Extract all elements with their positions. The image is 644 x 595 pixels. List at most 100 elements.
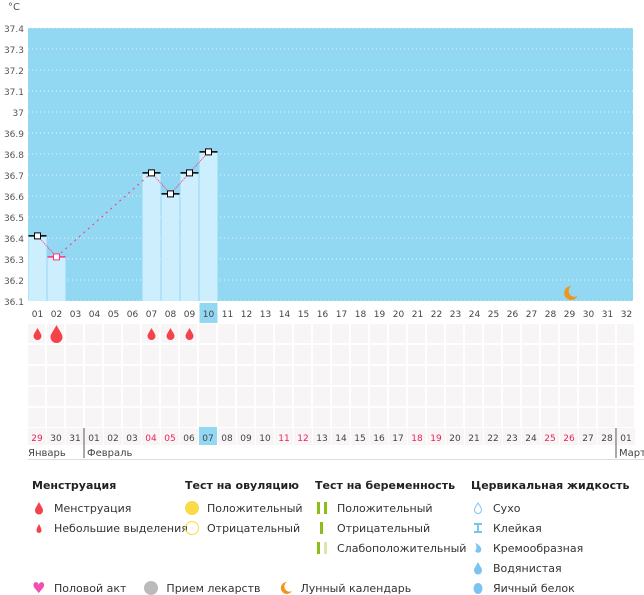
symptom-cell	[560, 387, 577, 406]
cycle-day-label: 06	[127, 310, 139, 320]
symptom-cell	[370, 387, 387, 406]
legend-item: Менструация	[54, 501, 132, 515]
symptom-cell	[85, 366, 102, 385]
legend-title: Тест на овуляцию	[185, 479, 299, 492]
date-label: 08	[221, 434, 233, 444]
date-cell	[408, 428, 426, 445]
symptom-cell	[161, 345, 178, 364]
symptom-cell	[104, 408, 121, 427]
date-cell	[294, 428, 312, 445]
pill-icon	[144, 581, 159, 595]
symptom-cell	[351, 324, 368, 343]
symptom-cell	[123, 324, 140, 343]
symptom-cell	[484, 408, 501, 427]
cycle-day-label: 08	[165, 310, 177, 320]
symptom-cell	[579, 345, 596, 364]
symptom-cell	[465, 345, 482, 364]
symptom-cell	[199, 324, 216, 343]
symptom-cell	[446, 408, 463, 427]
symptom-cell	[66, 345, 83, 364]
y-tick-label: 37.3	[4, 46, 24, 56]
date-label: 20	[449, 434, 461, 444]
y-tick-label: 37.2	[4, 67, 24, 77]
symptom-cell	[218, 345, 235, 364]
symptom-cell	[180, 408, 197, 427]
legend-item: Слабоположительный	[337, 541, 467, 555]
symptom-cell	[218, 408, 235, 427]
symptom-cell	[237, 366, 254, 385]
symptom-cell	[427, 345, 444, 364]
date-cell	[617, 428, 635, 445]
symptom-cell	[465, 387, 482, 406]
moon-icon	[564, 285, 578, 300]
date-label: 03	[126, 434, 137, 444]
symptom-cell	[28, 408, 45, 427]
date-label: 23	[506, 434, 517, 444]
symptom-cell	[522, 366, 539, 385]
symptom-cell	[370, 366, 387, 385]
symptom-cell	[237, 387, 254, 406]
symptom-cell	[85, 408, 102, 427]
symptom-cell	[598, 408, 615, 427]
date-cell	[579, 428, 597, 445]
symptom-cell	[332, 345, 349, 364]
date-cell	[161, 428, 179, 445]
legend-title: Тест на беременность	[315, 479, 456, 492]
date-cell	[351, 428, 369, 445]
symptom-cell	[522, 345, 539, 364]
symptom-cell	[275, 366, 292, 385]
symptom-cell	[313, 366, 330, 385]
symptom-cell	[446, 345, 463, 364]
moon-icon	[280, 581, 292, 594]
menstruation-drop-icon	[147, 328, 156, 340]
y-tick-label: 36.6	[4, 193, 24, 203]
watery-drop-icon	[474, 562, 482, 575]
symptom-cell	[560, 324, 577, 343]
symptom-cell	[218, 324, 235, 343]
y-tick-label: 36.4	[4, 235, 24, 245]
drop-icon	[35, 502, 43, 515]
symptom-cell	[427, 408, 444, 427]
empty-circle-icon	[185, 521, 199, 535]
date-cell	[560, 428, 578, 445]
symptom-cell	[47, 345, 64, 364]
date-cell	[47, 428, 65, 445]
month-label: Февраль	[87, 448, 133, 459]
symptom-cell	[66, 387, 83, 406]
date-cell	[142, 428, 160, 445]
symptom-cell	[47, 408, 64, 427]
date-cell	[275, 428, 293, 445]
y-unit-label: °C	[8, 2, 20, 13]
symptom-cell	[332, 387, 349, 406]
date-cell	[218, 428, 236, 445]
symptom-cell	[313, 324, 330, 343]
date-label: 13	[316, 434, 327, 444]
symptom-cell	[598, 366, 615, 385]
symptom-cell	[313, 408, 330, 427]
symptom-cell	[85, 387, 102, 406]
faint-line-icon	[315, 541, 329, 555]
cycle-day-label: 19	[374, 310, 386, 320]
y-tick-label: 37.4	[4, 25, 24, 35]
date-label: 01	[88, 434, 99, 444]
symptom-cell	[256, 345, 273, 364]
cycle-day-label: 31	[602, 310, 613, 320]
date-label: 17	[392, 434, 403, 444]
y-tick-label: 36.5	[4, 214, 24, 224]
symptom-cell	[465, 366, 482, 385]
temperature-bar	[28, 235, 47, 301]
cycle-day-label: 17	[336, 310, 347, 320]
symptom-cell	[389, 387, 406, 406]
date-cell	[446, 428, 464, 445]
symptom-cell	[275, 324, 292, 343]
y-tick-label: 37	[13, 109, 24, 119]
temperature-point	[53, 253, 60, 261]
cycle-day-label: 02	[51, 310, 62, 320]
date-label: 16	[373, 434, 385, 444]
symptom-cell	[522, 408, 539, 427]
symptom-cell	[28, 345, 45, 364]
plot-area	[28, 28, 633, 301]
symptom-cell	[275, 408, 292, 427]
symptom-cell	[446, 387, 463, 406]
